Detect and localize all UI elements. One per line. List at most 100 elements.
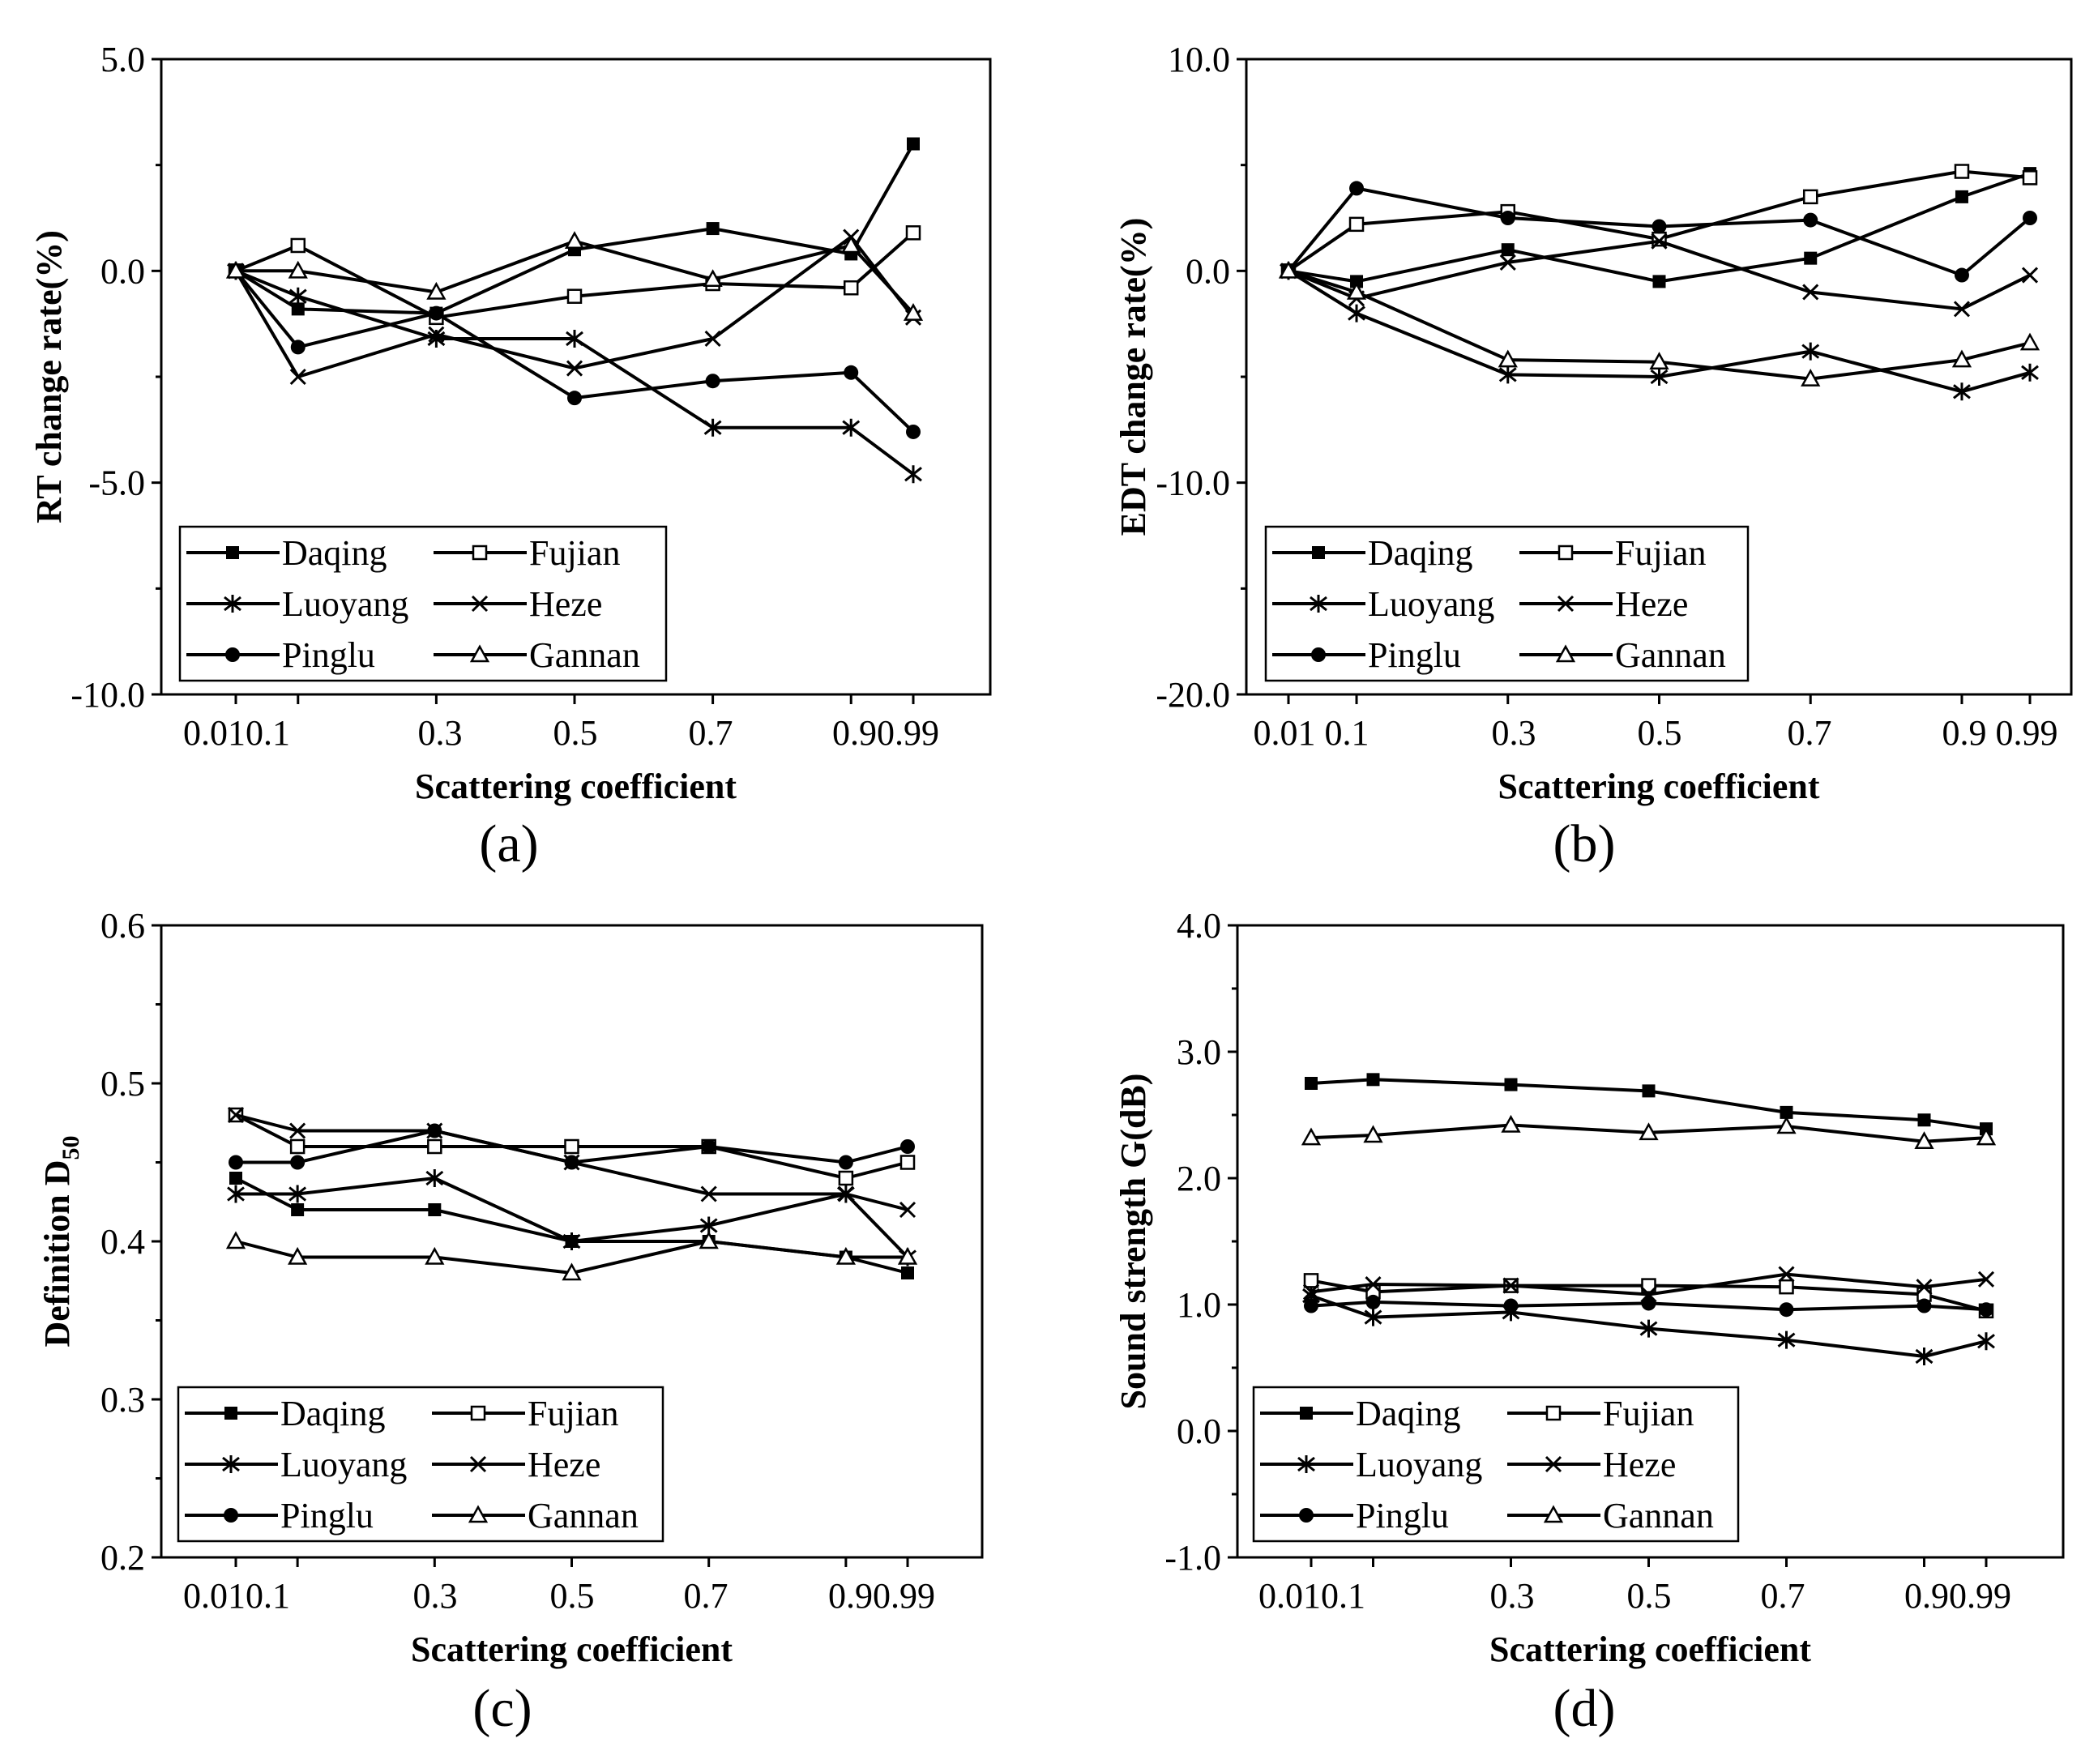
y-tick-label: 0.4 [100,1222,145,1262]
series-pinglu [229,1123,915,1170]
series-heze-marker [1302,1283,1320,1301]
legend-entry-heze-marker [1557,595,1575,613]
y-tick-label: 2.0 [1177,1159,1221,1198]
series-gannan-marker [1639,1122,1659,1141]
series-gannan-marker [699,1231,719,1249]
series-pinglu-marker [564,1155,579,1170]
series-luoyang-marker [2021,363,2039,382]
legend-entry-luoyang: Luoyang [1260,1445,1482,1484]
series-gannan-marker [841,235,861,254]
series-heze-marker [837,1185,854,1202]
legend-entry-luoyang: Luoyang [1272,584,1494,624]
legend-entry-gannan-marker [469,644,490,663]
panel-b: 10.0 0.0 -10.0 -20.0 0.01 0.1 0.3 0.5 0.7 0.9 0.… [1113,40,2073,873]
series-luoyang-marker [1977,1332,1995,1351]
legend-entry-gannan-marker [468,1505,489,1523]
series-luoyang-marker [425,1169,444,1187]
series-gannan-marker [225,1231,246,1249]
legend-entry-daqing-label: Daqing [1356,1394,1461,1433]
x-tick-label: 0.010.1 [1258,1576,1365,1616]
legend-entry-daqing-label: Daqing [1368,533,1473,573]
series-luoyang-marker [904,465,922,484]
series-heze-marker [1778,1266,1795,1283]
legend: Daqing Fujian Luoyang Heze Pinglu Gannan [1264,525,1750,682]
series-luoyang-marker [562,1232,581,1250]
series-pinglu [229,263,921,439]
x-tick-label: 0.7 [1761,1576,1805,1616]
series-fujian-marker [290,237,306,254]
legend-entry-daqing-marker [1312,546,1325,559]
x-tick-label: 0.3 [413,1576,458,1616]
panel-a: 5.0 0.0 -5.0 -10.0 0.010.1 0.3 0.5 0.7 0.90.99 Sc… [29,40,992,873]
series-fujian-marker [1303,1273,1319,1288]
series-fujian-marker [1348,216,1365,233]
legend-entry-pinglu: Pinglu [185,1496,374,1535]
series-heze-marker [1802,284,1819,301]
x-axis-label: Scattering coefficient [1498,767,1819,806]
legend-entry-gannan: Gannan [432,1496,639,1535]
series-pinglu-marker [1641,1296,1656,1311]
series-pinglu-marker [906,424,921,439]
y-tick-label: 0.5 [100,1064,145,1104]
legend: Daqing Fujian Luoyang Heze Pinglu Gannan [177,1386,664,1543]
legend-entry-gannan: Gannan [434,635,640,675]
series-daqing-marker [1955,190,1968,203]
x-tick-label: 0.01 0.1 [1254,713,1369,753]
y-tick-label: -20.0 [1156,675,1230,715]
series-gannan-marker [835,1246,856,1265]
legend-entry-gannan-label: Gannan [1603,1496,1714,1535]
series-gannan-marker [1278,260,1299,279]
series-gannan-marker [288,1246,308,1265]
legend: Daqing Fujian Luoyang Heze Pinglu Gannan [178,525,668,682]
series-pinglu-marker [1779,1302,1794,1318]
series-heze-marker [1916,1279,1933,1296]
y-tick-label: -10.0 [1156,463,1230,503]
series-pinglu-marker [705,374,720,389]
series-fujian-marker [843,280,859,296]
y-tick-label: -10.0 [71,675,145,715]
series-luoyang-marker [1639,1319,1658,1338]
legend-entry-daqing-label: Daqing [282,533,387,573]
y-tick-label: 5.0 [100,40,145,79]
series-daqing-marker [291,302,305,316]
series-pinglu-marker [290,340,306,355]
series-heze-marker [1365,1275,1382,1293]
series-luoyang [1280,262,2039,401]
series-luoyang-marker [227,1185,245,1203]
series-gannan-marker [1776,1116,1797,1134]
series-heze-marker [1499,254,1516,271]
legend-entry-pinglu-marker [1311,647,1326,662]
panel-d: 4.0 3.0 2.0 1.0 0.0 -1.0 0.010.1 0.3 0.5 0.7 0.90.… [1113,906,2065,1738]
legend-entry-fujian-marker [470,1405,486,1421]
series-daqing-marker [1305,1077,1318,1090]
series-heze-marker [289,368,306,386]
panel-label: (b) [1553,814,1616,873]
legend-entry-fujian-label: Fujian [529,533,620,573]
series-daqing-marker [1642,1084,1656,1098]
legend-entry-heze: Heze [1507,1445,1676,1484]
series-gannan [225,1231,918,1281]
legend-entry-heze-label: Heze [528,1445,600,1484]
series-luoyang-marker [703,418,722,437]
legend-entry-luoyang-label: Luoyang [282,584,408,624]
series-luoyang-marker [566,329,583,348]
y-axis-label: EDT change rate(%) [1113,218,1153,536]
legend-entry-luoyang-marker [1297,1455,1315,1473]
series-daqing-marker [1780,1105,1793,1119]
legend-entry-daqing-marker [1300,1407,1313,1420]
x-tick-label: 0.5 [550,1576,595,1616]
series-pinglu-marker [2023,211,2037,225]
y-axis-label: RT change rate(%) [29,230,69,523]
series-gannan-marker [703,269,723,288]
series-luoyang [227,1169,917,1266]
y-tick-label: 3.0 [1177,1032,1221,1072]
series-heze-marker [289,1122,306,1139]
legend-entry-luoyang-label: Luoyang [1368,584,1494,624]
legend-entry-luoyang-marker [1310,595,1327,613]
series-pinglu-marker [229,1155,243,1170]
series-gannan [1301,1114,1997,1150]
series-pinglu-marker [1365,1294,1381,1309]
x-tick-label: 0.3 [1492,713,1536,753]
legend-entry-heze-label: Heze [1615,584,1688,624]
legend-entry-heze-marker [1545,1455,1562,1473]
